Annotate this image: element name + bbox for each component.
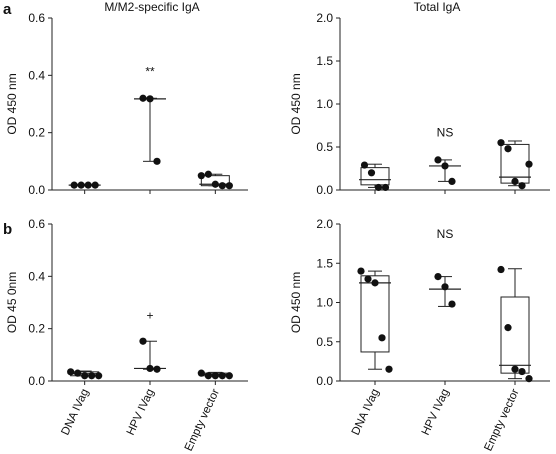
data-point	[357, 267, 365, 275]
data-point	[74, 369, 82, 377]
box	[360, 167, 390, 186]
significance-label: **	[145, 64, 155, 78]
data-point	[448, 177, 456, 185]
y-tick-label: 0.6	[28, 217, 45, 231]
data-point	[367, 169, 376, 177]
y-tick-label: 0.0	[28, 374, 45, 388]
data-point	[518, 182, 526, 190]
y-tick-label: 1.5	[316, 256, 333, 270]
y-axis-label: OD 450 nm	[289, 73, 303, 134]
y-tick-label: 0.0	[316, 183, 333, 197]
y-tick-label: 1.5	[316, 54, 333, 68]
data-point	[525, 375, 533, 383]
chart-title: M/M2-specific IgA	[104, 0, 199, 14]
data-point	[197, 172, 205, 180]
y-axis-label: OD 450 nm	[5, 73, 19, 134]
data-point	[381, 183, 390, 192]
chart-a-right: 0.0 0.5 1.0 1.5 2.0 OD 450 nm Total IgA NS	[289, 0, 550, 197]
data-point	[518, 367, 526, 376]
data-point	[77, 181, 85, 189]
data-point	[364, 275, 372, 283]
data-point	[511, 177, 519, 185]
data-point	[91, 181, 99, 189]
data-point	[211, 372, 219, 380]
data-point	[197, 369, 205, 377]
data-point	[511, 365, 519, 373]
data-point	[139, 337, 147, 345]
y-tick-label: 0.4	[28, 269, 45, 283]
data-point	[360, 161, 369, 169]
y-tick-label: 0.2	[28, 126, 45, 140]
y-tick-label: 0.5	[316, 140, 333, 154]
data-point	[225, 182, 233, 190]
data-point	[371, 279, 379, 287]
significance-label: NS	[437, 227, 454, 241]
y-tick-label: 0.0	[316, 374, 333, 388]
data-point	[497, 265, 505, 274]
y-tick-label: 0.0	[28, 183, 45, 197]
data-point	[153, 365, 161, 373]
data-point	[88, 372, 96, 380]
y-tick-label: 1.0	[316, 97, 333, 111]
category-label: HPV IVag	[125, 387, 157, 437]
data-point	[441, 162, 449, 170]
y-tick-label: 1.0	[316, 296, 333, 310]
y-tick-label: 0.4	[28, 68, 45, 82]
data-point	[153, 157, 161, 165]
chart-b-right: 0.0 0.5 1.0 1.5 2.0 DNA IVag HPV IVag Empty vec…	[289, 217, 550, 453]
data-point	[139, 94, 147, 102]
box	[360, 275, 390, 353]
data-point	[434, 272, 442, 281]
data-point	[525, 160, 533, 168]
box	[500, 296, 530, 374]
data-point	[84, 181, 92, 189]
category-label: DNA IVag	[60, 387, 92, 437]
chart-a-left: 0.0 0.2 0.4 0.6 OD 450 nm M/M2-specific IgA **	[5, 0, 248, 197]
data-point	[204, 372, 212, 380]
data-point	[385, 365, 393, 373]
data-point	[441, 283, 449, 291]
data-point	[146, 364, 154, 373]
y-tick-label: 0.2	[28, 322, 45, 336]
y-tick-label: 0.5	[316, 335, 333, 349]
data-point	[504, 145, 512, 153]
chart-b-left: 0.0 0.2 0.4 0.6 DNA IVag HPV IVag Empty vector…	[5, 217, 248, 453]
data-point	[67, 368, 75, 376]
data-point	[448, 300, 456, 308]
panel-letter-b: b	[3, 221, 12, 238]
y-tick-label: 2.0	[316, 217, 333, 231]
data-point	[211, 180, 219, 188]
y-axis-label: OD 450 nm	[289, 272, 303, 333]
data-point	[218, 182, 226, 190]
data-point	[504, 324, 512, 332]
data-point	[374, 183, 383, 192]
data-point	[225, 372, 233, 380]
data-point	[218, 372, 226, 380]
data-point	[378, 334, 386, 342]
category-label: Empty vector	[183, 387, 222, 453]
panel-letter-a: a	[3, 1, 12, 18]
data-point	[434, 156, 442, 164]
category-label: HPV IVag	[420, 387, 452, 437]
chart-title: Total IgA	[414, 0, 461, 14]
y-tick-label: 2.0	[316, 11, 333, 25]
data-point	[204, 170, 212, 178]
data-point	[70, 181, 78, 189]
data-point	[95, 372, 103, 380]
significance-label: +	[146, 309, 153, 323]
y-tick-label: 0.6	[28, 11, 45, 25]
y-axis-label: OD 45 0nm	[5, 272, 19, 333]
data-point	[146, 95, 154, 103]
significance-label: NS	[437, 126, 454, 140]
data-point	[497, 139, 505, 147]
category-label: Empty vector	[482, 387, 521, 453]
category-label: DNA IVag	[350, 387, 382, 437]
data-point	[81, 372, 89, 380]
